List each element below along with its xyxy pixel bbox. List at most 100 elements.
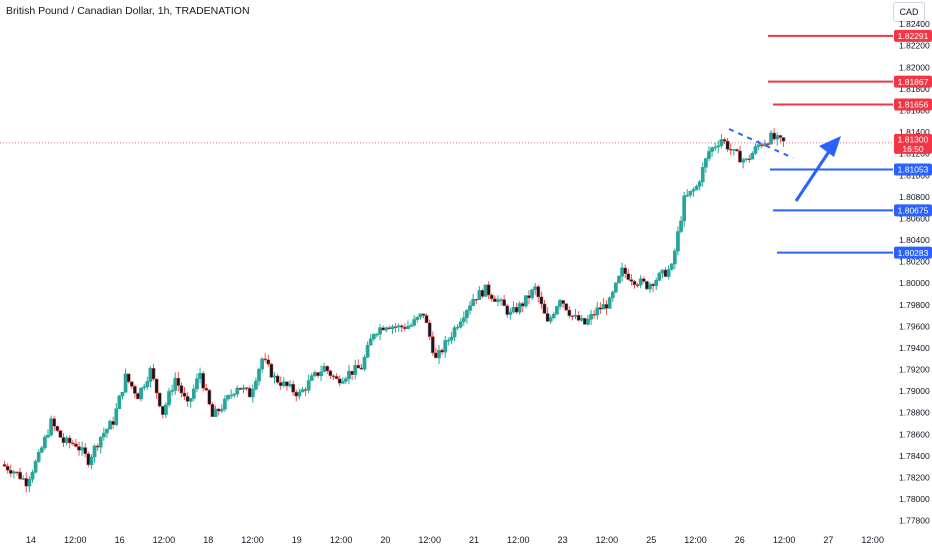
arrow-head[interactable] (819, 136, 841, 157)
candle-body (468, 305, 472, 311)
candle-body (607, 297, 612, 309)
candle-body (496, 299, 500, 302)
candle-body (477, 290, 482, 300)
candle-body (344, 378, 348, 382)
x-tick-label: 12:00 (330, 535, 353, 545)
candle-body (427, 322, 432, 337)
trendline-dashed[interactable] (728, 128, 794, 159)
candle-body (617, 275, 621, 284)
candle-body (235, 387, 240, 395)
candle-body (533, 286, 538, 291)
candle-body (151, 368, 156, 380)
candle-body (415, 316, 420, 320)
candle-body (645, 281, 649, 290)
candle-body (393, 326, 398, 328)
candle-body (697, 181, 702, 187)
candle-body (744, 158, 749, 160)
candle-body (704, 158, 708, 168)
candle-body (725, 140, 730, 150)
candle-body (399, 325, 404, 328)
x-tick-label: 19 (292, 535, 302, 545)
candle-body (18, 471, 22, 480)
currency-button[interactable]: CAD (893, 2, 925, 22)
candle-body (238, 387, 243, 390)
candle-body (350, 370, 354, 375)
candle-body (409, 325, 413, 327)
y-tick-label: 1.80000 (899, 278, 930, 288)
candle-body (303, 389, 308, 391)
candle-body (61, 437, 66, 443)
candle-body (294, 391, 299, 397)
arrow-shaft[interactable] (794, 149, 832, 202)
candle-body (148, 368, 153, 382)
candle-body (579, 318, 584, 321)
candle-body (105, 428, 109, 434)
candle-body (691, 189, 696, 192)
candle-body (176, 377, 181, 386)
candle-body (483, 284, 488, 297)
candle-body (455, 326, 460, 329)
candle-body (669, 263, 674, 270)
level-price-label: 1.82291 (898, 31, 929, 41)
candle-body (530, 289, 534, 299)
candle-body (24, 478, 29, 487)
candle-body (157, 392, 162, 407)
current-price-tag (894, 133, 932, 154)
level-price-tag (894, 246, 932, 259)
candle-body (781, 137, 786, 142)
candle-body (182, 392, 187, 397)
x-tick-label: 12:00 (773, 535, 796, 545)
candle-body (80, 447, 84, 451)
candle-body (266, 359, 271, 365)
candle-body (418, 313, 423, 318)
candle-body (514, 306, 519, 313)
x-tick-label: 12:00 (861, 535, 884, 545)
candle-body (120, 391, 125, 397)
candle-body (651, 283, 655, 287)
candle-body (21, 478, 26, 480)
candle-body (499, 299, 503, 301)
candle-body (102, 432, 106, 438)
candle-body (164, 404, 168, 415)
candle-body (626, 273, 631, 280)
candle-body (375, 333, 379, 336)
candle-body (561, 300, 565, 304)
candle-body (309, 375, 314, 381)
candle-body (136, 393, 140, 400)
y-tick-label: 1.78800 (899, 408, 930, 418)
y-tick-label: 1.80800 (899, 192, 930, 202)
candle-body (573, 314, 578, 317)
candle-body (440, 349, 444, 353)
y-tick-label: 1.82200 (899, 41, 930, 51)
candle-body (229, 394, 233, 397)
candle-body (465, 310, 469, 318)
candle-body (244, 387, 249, 389)
candle-body (353, 364, 358, 375)
candle-body (700, 167, 705, 182)
candle-body (139, 387, 143, 400)
candle-body (750, 152, 755, 160)
candle-body (241, 387, 246, 390)
level-price-label: 1.81867 (898, 77, 929, 87)
y-tick-label: 1.79200 (899, 365, 930, 375)
candle-body (679, 220, 683, 232)
candle-body (219, 408, 224, 412)
candle-body (362, 356, 367, 370)
candle-body (641, 278, 646, 282)
candle-body (623, 267, 628, 274)
candle-body (527, 295, 531, 299)
candle-body (8, 469, 13, 474)
x-tick-label: 20 (380, 535, 390, 545)
candle-body (95, 445, 100, 448)
candle-body (213, 408, 218, 417)
candle-body (226, 395, 230, 400)
candle-body (412, 319, 417, 326)
candle-body (337, 378, 342, 384)
candle-body (660, 269, 665, 274)
y-tick-label: 1.78400 (899, 451, 930, 461)
candle-body (381, 327, 385, 331)
candle-body (185, 396, 190, 402)
candle-body (371, 333, 376, 340)
candle-body (480, 290, 485, 297)
